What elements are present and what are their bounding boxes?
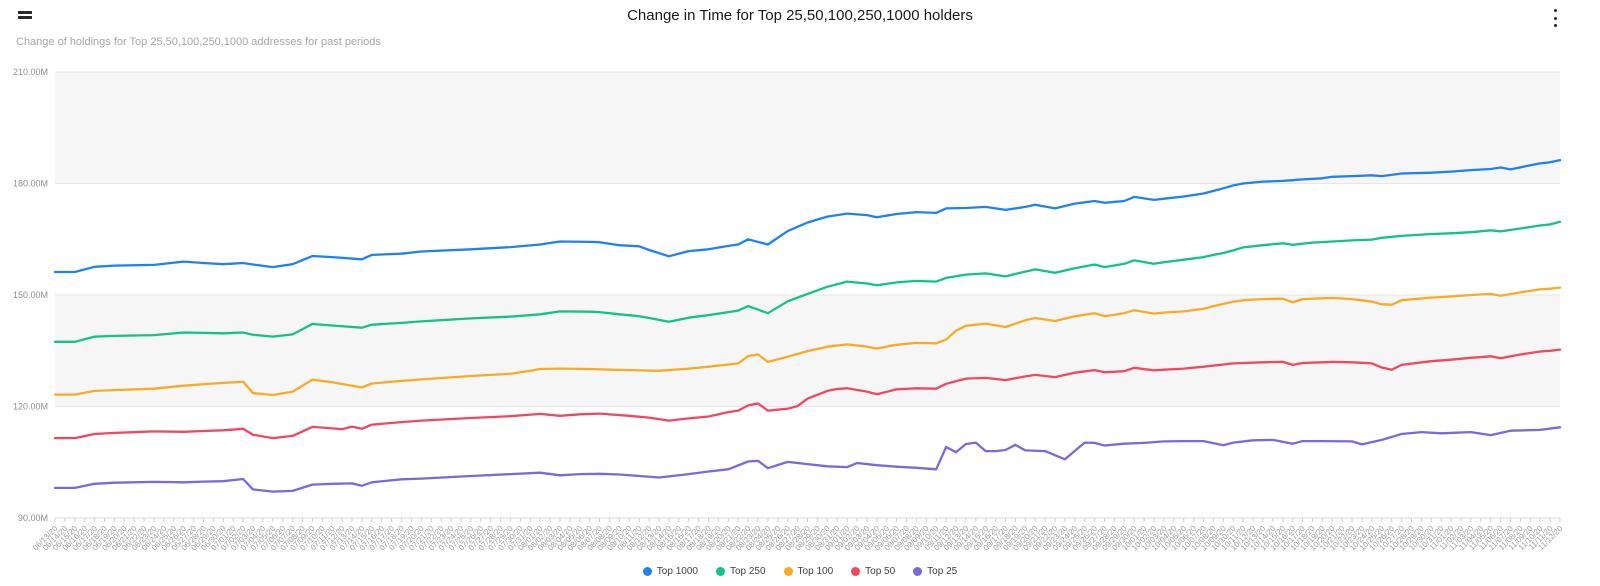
chart-legend: Top 1000 Top 250 Top 100 Top 50 Top 25 <box>0 566 1600 577</box>
legend-label-top-250: Top 250 <box>729 566 766 577</box>
legend-dot-top-25 <box>913 567 923 576</box>
legend-item-top-50[interactable]: Top 50 <box>851 566 895 577</box>
legend-label-top-100: Top 100 <box>797 566 834 577</box>
legend-dot-top-100 <box>783 567 793 576</box>
series-line-top-25[interactable] <box>53 426 1562 493</box>
hamburger-bar <box>18 11 32 14</box>
kebab-dot <box>1553 9 1557 12</box>
legend-label-top-1000: Top 1000 <box>656 566 698 577</box>
kebab-dot <box>1553 16 1557 20</box>
legend-item-top-100[interactable]: Top 100 <box>783 566 834 577</box>
legend-dot-top-50 <box>851 567 861 576</box>
kebab-dot <box>1553 24 1557 27</box>
svg-text:180.00M: 180.00M <box>13 179 48 189</box>
legend-dot-top-250 <box>715 567 725 576</box>
svg-text:90.00M: 90.00M <box>18 513 48 523</box>
legend-item-top-250[interactable]: Top 250 <box>715 566 766 577</box>
page-title: Change in Time for Top 25,50,100,250,100… <box>627 7 973 24</box>
x-axis-ticks <box>54 518 1561 522</box>
x-axis-labels: 06/13/2006/14/2006/15/2006/16/2006/17/20… <box>31 524 1565 553</box>
series-line-top-250[interactable] <box>53 220 1562 343</box>
legend-item-top-1000[interactable]: Top 1000 <box>642 566 698 577</box>
series-line-top-100[interactable] <box>53 286 1562 397</box>
legend-dot-top-1000 <box>642 567 652 576</box>
legend-item-top-25[interactable]: Top 25 <box>913 566 957 577</box>
series-line-top-1000[interactable] <box>53 158 1562 274</box>
kebab-menu-icon[interactable] <box>1550 8 1560 28</box>
svg-text:210.00M: 210.00M <box>13 67 48 77</box>
y-axis-labels: 90.00M 120.00M 150.00M 180.00M 210.00M <box>13 67 48 523</box>
legend-label-top-25: Top 25 <box>927 566 958 577</box>
legend-label-top-50: Top 50 <box>865 566 896 577</box>
chart-subtitle: Change of holdings for Top 25,50,100,250… <box>16 36 381 48</box>
hamburger-bar <box>18 16 32 19</box>
series-line-top-50[interactable] <box>53 348 1562 440</box>
svg-text:120.00M: 120.00M <box>13 402 48 412</box>
hamburger-menu-icon[interactable] <box>18 11 32 21</box>
svg-text:150.00M: 150.00M <box>13 290 48 300</box>
chart-titlebar: Change in Time for Top 25,50,100,250,100… <box>0 0 1600 32</box>
